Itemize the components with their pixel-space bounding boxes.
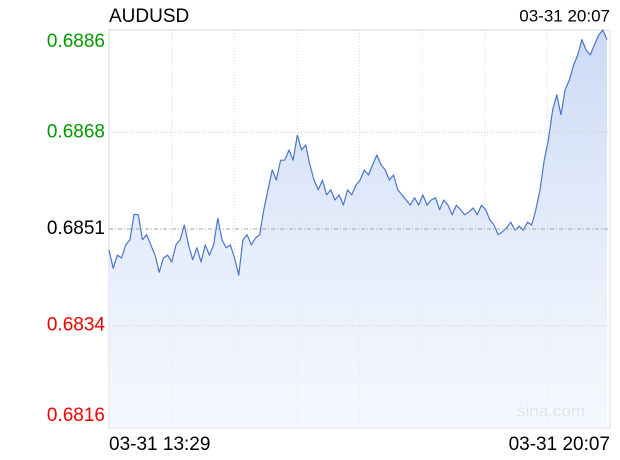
x-tick-label: 03-31 13:29 <box>109 434 210 455</box>
x-tick-label: 03-31 20:07 <box>509 434 610 455</box>
updated-time: 03-31 20:07 <box>519 6 610 25</box>
y-tick-label: 0.6868 <box>47 121 105 142</box>
y-tick-label: 0.6816 <box>47 405 105 426</box>
y-tick-label: 0.6886 <box>47 31 105 52</box>
y-tick-label: 0.6851 <box>47 218 105 239</box>
y-tick-label: 0.6834 <box>47 315 106 336</box>
chart-title: AUDUSD <box>109 6 189 27</box>
